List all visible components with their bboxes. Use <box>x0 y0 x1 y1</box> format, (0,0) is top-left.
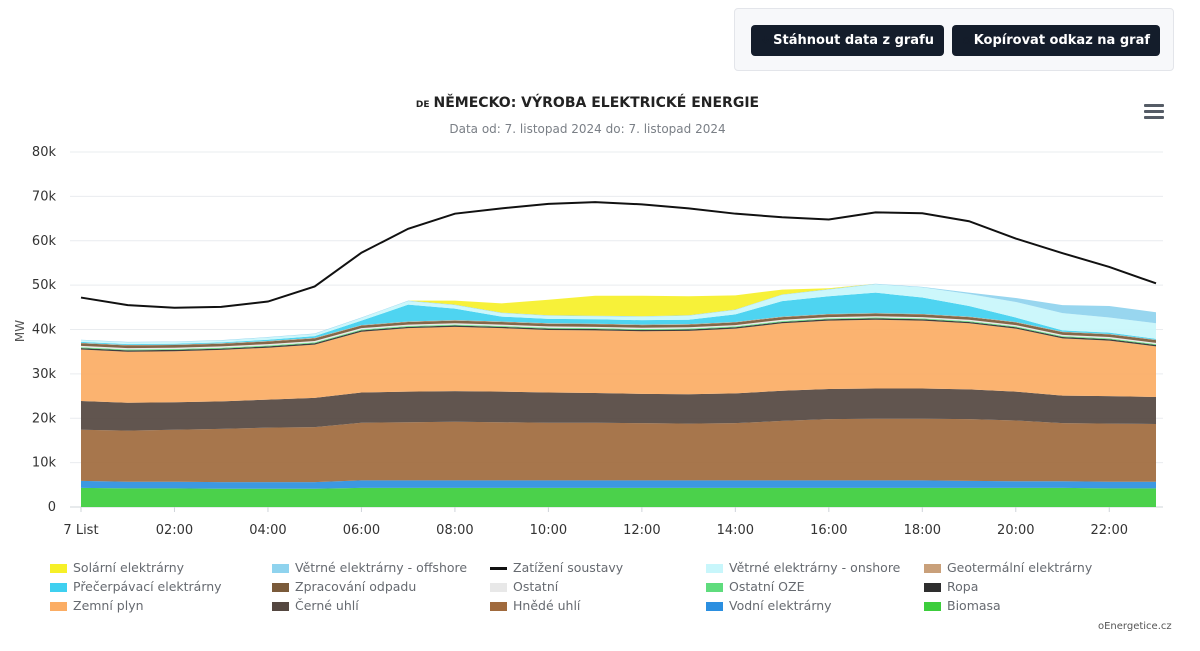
legend-swatch <box>924 564 941 573</box>
x-tick-label: 22:00 <box>1091 523 1128 538</box>
y-tick-label: 30k <box>32 367 57 382</box>
legend-swatch <box>924 602 941 611</box>
legend-label: Vodní elektrárny <box>729 598 832 613</box>
legend-label: Ostatní OZE <box>729 579 805 594</box>
y-tick-label: 20k <box>32 411 57 426</box>
copy-link-button[interactable]: Kopírovat odkaz na graf <box>952 25 1160 56</box>
x-tick-label: 12:00 <box>623 523 660 538</box>
y-tick-label: 80k <box>32 145 57 160</box>
x-tick-label: 7 List <box>63 523 98 538</box>
area-zemni-plyn[interactable] <box>81 319 1156 403</box>
legend-label: Biomasa <box>947 598 1001 613</box>
legend-swatch <box>272 583 289 592</box>
y-tick-label: 70k <box>32 189 57 204</box>
x-tick-label: 08:00 <box>436 523 473 538</box>
stacked-area-chart: 0 10k 20k 30k 40k 50k 60k 70k 80k 7 List 02:00 04:0… <box>13 145 1163 538</box>
legend-swatch <box>706 564 723 573</box>
area-zpracovani-odpadu[interactable] <box>81 313 1156 349</box>
legend-label: Přečerpávací elektrárny <box>73 579 222 594</box>
download-data-button[interactable]: Stáhnout data z grafu <box>751 25 944 56</box>
legend-label: Zemní plyn <box>73 598 144 613</box>
chart-title-text: NĚMECKO: VÝROBA ELEKTRICKÉ ENERGIE <box>433 95 760 111</box>
download-data-label: Stáhnout data z grafu <box>773 33 934 48</box>
legend-swatch <box>272 602 289 611</box>
legend-label: Geotermální elektrárny <box>947 560 1093 575</box>
area-biomasa[interactable] <box>81 487 1156 507</box>
area-hnede-uhli[interactable] <box>81 418 1156 483</box>
series-areas <box>81 283 1156 507</box>
x-tick-label: 02:00 <box>156 523 193 538</box>
source-credit: oEnergetice.cz <box>1098 621 1172 632</box>
x-tick-label: 20:00 <box>997 523 1034 538</box>
legend-swatch <box>50 583 67 592</box>
chart-title: DE NĚMECKO: VÝROBA ELEKTRICKÉ ENERGIE <box>0 95 1175 111</box>
legend-label: Zpracování odpadu <box>295 579 417 594</box>
area-vodni-elektrarny[interactable] <box>81 480 1156 489</box>
y-tick-label: 0 <box>48 500 56 515</box>
area-cerne-uhli[interactable] <box>81 388 1156 431</box>
area-solarni-elektrarny[interactable] <box>81 283 1156 342</box>
x-tick-label: 16:00 <box>810 523 847 538</box>
legend-swatch <box>490 567 507 570</box>
y-tick-label: 10k <box>32 456 57 471</box>
legend-swatch <box>490 602 507 611</box>
area-precerpavaci-elektrarny[interactable] <box>81 292 1156 346</box>
chart-menu-icon[interactable] <box>1144 104 1164 122</box>
x-tick-label: 18:00 <box>904 523 941 538</box>
legend-label: Větrné elektrárny - onshore <box>729 560 901 575</box>
legend-label: Solární elektrárny <box>73 560 185 575</box>
x-tick-label: 06:00 <box>343 523 380 538</box>
legend-swatch <box>924 583 941 592</box>
chart-legend: Solární elektrárny Větrné elektrárny - of… <box>50 560 1190 620</box>
legend-swatch <box>706 583 723 592</box>
load-line[interactable] <box>80 201 1157 309</box>
load-line-group <box>80 201 1157 309</box>
y-tick-label: 50k <box>32 278 57 293</box>
y-tick-label: 40k <box>32 323 57 338</box>
x-tick-label: 10:00 <box>530 523 567 538</box>
legend-swatch <box>706 602 723 611</box>
country-flag-code: DE <box>415 100 430 110</box>
legend-label: Hnědé uhlí <box>513 598 581 613</box>
legend-swatch <box>272 564 289 573</box>
legend-label: Ostatní <box>513 579 559 594</box>
chart-subtitle: Data od: 7. listopad 2024 do: 7. listopa… <box>449 122 726 136</box>
link-icon <box>963 37 970 44</box>
y-axis-label: MW <box>13 320 27 342</box>
x-tick-label: 04:00 <box>249 523 286 538</box>
legend-label: Větrné elektrárny - offshore <box>295 560 468 575</box>
legend-swatch <box>50 564 67 573</box>
y-tick-label: 60k <box>32 234 57 249</box>
legend-swatch <box>490 583 507 592</box>
legend-label: Zatížení soustavy <box>513 560 624 575</box>
legend-label: Černé uhlí <box>295 598 359 613</box>
legend-swatch <box>50 602 67 611</box>
axes: 0 10k 20k 30k 40k 50k 60k 70k 80k 7 List 02:00 04:0… <box>32 145 1128 538</box>
export-toolbar: Stáhnout data z grafu Kopírovat odkaz na… <box>734 8 1174 71</box>
download-icon <box>762 36 769 44</box>
copy-link-label: Kopírovat odkaz na graf <box>973 33 1150 48</box>
x-tick-label: 14:00 <box>717 523 754 538</box>
legend-label: Ropa <box>947 579 979 594</box>
